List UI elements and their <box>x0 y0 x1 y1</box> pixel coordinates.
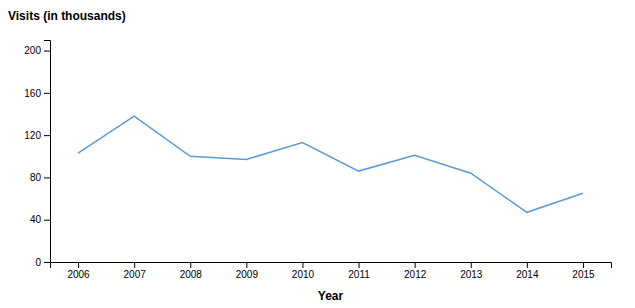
x-axis-line <box>51 263 612 269</box>
x-tick: 2011 <box>348 262 370 280</box>
x-tick-label: 2009 <box>236 269 259 280</box>
y-tick-mark <box>44 135 50 136</box>
y-tick: 80 <box>30 172 50 183</box>
x-tick-mark <box>78 262 79 268</box>
x-tick-mark <box>527 262 528 268</box>
x-tick: 2010 <box>292 262 315 280</box>
x-tick: 2013 <box>460 262 483 280</box>
x-tick-mark <box>471 262 472 268</box>
x-tick-label: 2015 <box>572 269 595 280</box>
y-tick-label: 160 <box>24 88 41 99</box>
x-tick: 2007 <box>124 262 147 280</box>
y-tick: 160 <box>24 88 50 99</box>
x-tick: 2008 <box>180 262 203 280</box>
x-tick-label: 2013 <box>460 269 483 280</box>
y-tick-label: 80 <box>30 172 42 183</box>
marks <box>78 116 583 212</box>
x-tick-label: 2014 <box>516 269 539 280</box>
x-axis-title: Year <box>318 289 344 303</box>
chart: 2006 2007 2008 2009 2010 2011 2012 2013 2014 2015… <box>0 0 635 308</box>
x-tick-mark <box>246 262 247 268</box>
y-tick-label: 0 <box>35 257 41 268</box>
y-axis: 0 40 80 120 160 200 <box>24 41 50 268</box>
x-tick: 2006 <box>67 262 90 280</box>
y-tick: 40 <box>30 214 50 225</box>
y-axis-title: Visits (in thousands) <box>8 9 126 23</box>
x-tick-mark <box>583 262 584 268</box>
x-tick-mark <box>134 262 135 268</box>
x-tick-label: 2008 <box>180 269 203 280</box>
y-tick: 200 <box>24 45 50 56</box>
line <box>78 116 583 212</box>
y-tick-label: 200 <box>24 45 41 56</box>
plot-area: 2006 2007 2008 2009 2010 2011 2012 2013 2014 2015… <box>24 41 611 281</box>
y-tick: 120 <box>24 130 50 141</box>
x-tick: 2012 <box>404 262 427 280</box>
y-tick: 0 <box>35 257 50 268</box>
x-tick-mark <box>359 262 360 268</box>
x-tick-label: 2010 <box>292 269 315 280</box>
x-tick: 2015 <box>572 262 595 280</box>
y-tick-mark <box>44 177 50 178</box>
x-tick-mark <box>415 262 416 268</box>
y-tick-label: 40 <box>30 214 42 225</box>
x-tick-label: 2007 <box>124 269 147 280</box>
x-tick: 2014 <box>516 262 539 280</box>
y-tick-mark <box>44 93 50 94</box>
y-tick-mark <box>44 220 50 221</box>
x-tick-label: 2011 <box>348 269 370 280</box>
y-axis-line <box>44 41 51 263</box>
x-axis: 2006 2007 2008 2009 2010 2011 2012 2013 2014 2015 <box>51 262 612 280</box>
y-tick-mark <box>44 262 50 263</box>
x-tick-mark <box>190 262 191 268</box>
y-tick-label: 120 <box>24 130 41 141</box>
x-tick-label: 2012 <box>404 269 427 280</box>
x-tick-mark <box>302 262 303 268</box>
y-tick-mark <box>44 51 50 52</box>
x-tick: 2009 <box>236 262 259 280</box>
x-tick-label: 2006 <box>67 269 90 280</box>
